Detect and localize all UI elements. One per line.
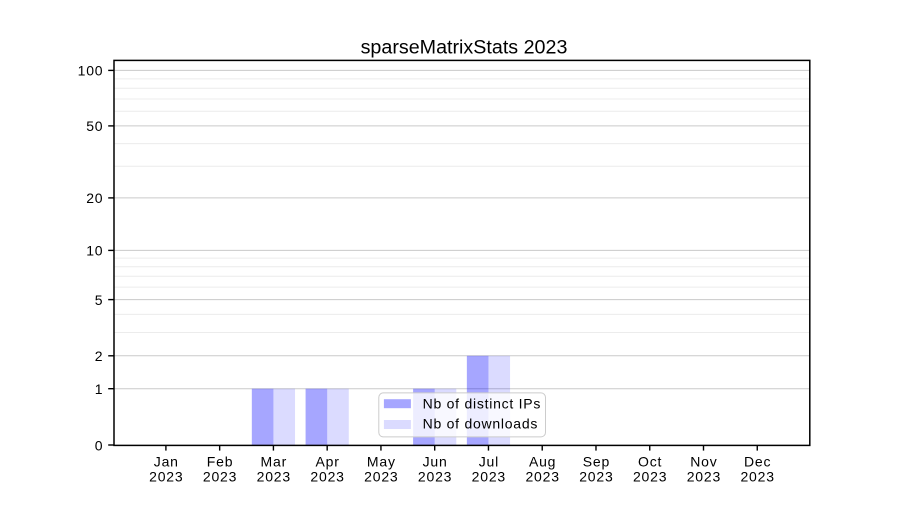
svg-text:5: 5 (95, 292, 104, 308)
svg-text:20: 20 (86, 190, 103, 206)
svg-text:Dec: Dec (744, 454, 771, 470)
svg-text:Feb: Feb (207, 454, 234, 470)
svg-text:Mar: Mar (261, 454, 288, 470)
svg-text:1: 1 (95, 381, 104, 397)
svg-text:Jan: Jan (154, 454, 179, 470)
svg-text:2023: 2023 (149, 468, 183, 484)
svg-text:2023: 2023 (257, 468, 291, 484)
svg-text:Jun: Jun (423, 454, 448, 470)
svg-text:sparseMatrixStats 2023: sparseMatrixStats 2023 (361, 37, 568, 59)
svg-text:Sep: Sep (583, 454, 610, 470)
svg-text:2023: 2023 (633, 468, 667, 484)
svg-text:Jul: Jul (479, 454, 499, 470)
svg-text:Apr: Apr (315, 454, 339, 470)
svg-text:2: 2 (95, 348, 104, 364)
svg-text:2023: 2023 (310, 468, 344, 484)
svg-text:Oct: Oct (638, 454, 662, 470)
svg-text:0: 0 (95, 437, 104, 453)
svg-text:Aug: Aug (529, 454, 556, 470)
svg-text:50: 50 (86, 118, 103, 134)
svg-text:Nb of distinct IPs: Nb of distinct IPs (423, 396, 542, 412)
svg-text:2023: 2023 (472, 468, 506, 484)
svg-text:2023: 2023 (364, 468, 398, 484)
svg-text:2023: 2023 (418, 468, 452, 484)
svg-text:100: 100 (78, 63, 104, 79)
svg-text:May: May (367, 454, 396, 470)
svg-text:2023: 2023 (740, 468, 774, 484)
svg-text:Nb of downloads: Nb of downloads (423, 416, 539, 432)
svg-text:2023: 2023 (525, 468, 559, 484)
svg-text:10: 10 (86, 243, 103, 259)
svg-text:2023: 2023 (687, 468, 721, 484)
svg-text:2023: 2023 (579, 468, 613, 484)
svg-text:2023: 2023 (203, 468, 237, 484)
svg-text:Nov: Nov (690, 454, 717, 470)
